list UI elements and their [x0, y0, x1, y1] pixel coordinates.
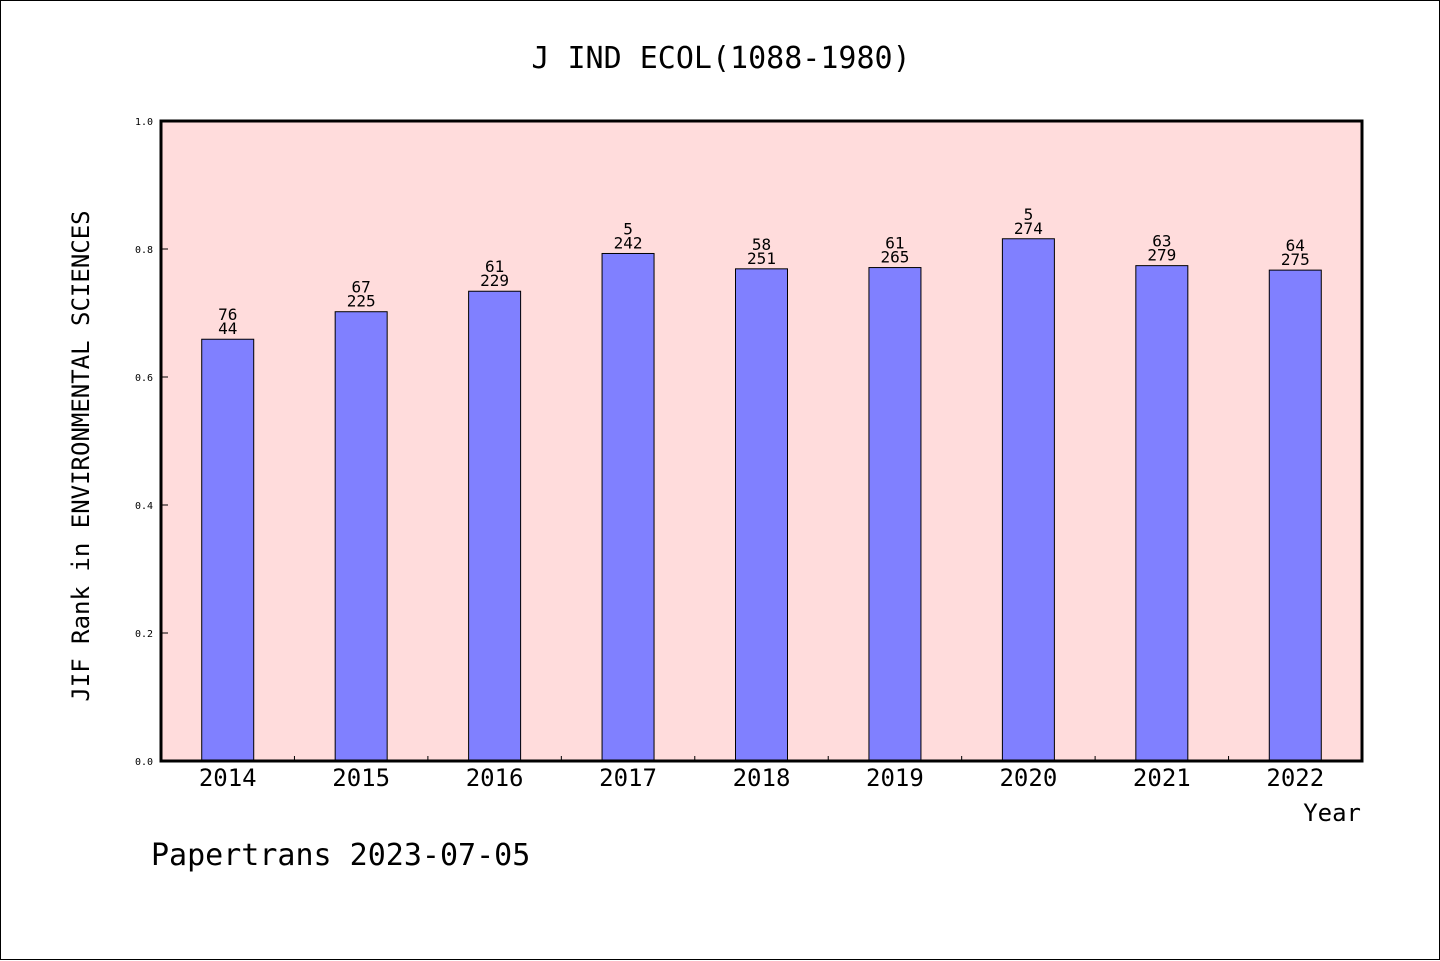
bar-label-top-2019: 61: [885, 234, 904, 253]
bar-label-top-2014: 76: [218, 305, 237, 324]
plot-border: [159, 119, 1364, 763]
x-tick-label-2015: 2015: [332, 764, 390, 792]
bars-group: [201, 238, 1322, 762]
bar-label-top-2021: 63: [1152, 232, 1171, 251]
x-tick-label-2019: 2019: [866, 764, 924, 792]
x-tick-label-2014: 2014: [199, 764, 257, 792]
bar-label-bottom-2022: 275: [1281, 250, 1310, 269]
y-tick-label-0.6: 0.6: [135, 373, 153, 384]
x-tick-label-2018: 2018: [733, 764, 791, 792]
bar-label-bottom-2018: 251: [747, 249, 776, 268]
bar-label-top-2018: 58: [752, 235, 771, 254]
y-tick-label-0.2: 0.2: [135, 629, 153, 640]
bar-label-bottom-2021: 279: [1147, 246, 1176, 265]
x-tick-label-2020: 2020: [999, 764, 1057, 792]
bar-2015: [334, 311, 388, 762]
bar-label-top-2016: 61: [485, 257, 504, 276]
bar-label-bottom-2014: 44: [218, 319, 237, 338]
bar-2021: [1135, 265, 1189, 762]
bar-label-bottom-2015: 225: [347, 292, 376, 311]
bar-2016: [468, 290, 522, 762]
bar-label-bottom-2020: 274: [1014, 219, 1043, 238]
x-axis-title: Year: [1303, 799, 1361, 827]
x-tick-label-2021: 2021: [1133, 764, 1191, 792]
bar-2019: [868, 267, 922, 762]
bar-label-bottom-2019: 265: [880, 248, 909, 267]
y-tick-label-0.8: 0.8: [135, 245, 153, 256]
bar-2014: [201, 338, 255, 762]
x-tick-label-2022: 2022: [1266, 764, 1324, 792]
y-tick-label-1.0: 1.0: [135, 117, 153, 128]
x-tick-label-2017: 2017: [599, 764, 657, 792]
bar-label-bottom-2017: 242: [614, 233, 643, 252]
bar-2022: [1268, 269, 1322, 762]
chart-title: J IND ECOL(1088-1980): [531, 41, 910, 76]
bar-2020: [1001, 238, 1055, 762]
bar-2017: [601, 252, 655, 762]
x-tick-label-2016: 2016: [466, 764, 524, 792]
footer-credit: Papertrans 2023-07-05: [151, 838, 530, 873]
bar-label-top-2022: 64: [1286, 236, 1305, 255]
bar-2018: [735, 268, 788, 762]
bar-label-top-2015: 67: [352, 278, 371, 297]
y-tick-label-0.4: 0.4: [135, 501, 153, 512]
y-tick-label-0.0: 0.0: [135, 757, 153, 768]
bar-label-bottom-2016: 229: [480, 271, 509, 290]
x-axis-ticks: 2014 2015 2016 2017 2018 2019 2020 2021 2022: [199, 756, 1324, 792]
y-axis-title: JIF Rank in ENVIRONMENTAL SCIENCES: [67, 210, 95, 701]
bar-label-top-2020: 5: [1024, 205, 1034, 224]
bar-label-top-2017: 5: [623, 219, 633, 238]
